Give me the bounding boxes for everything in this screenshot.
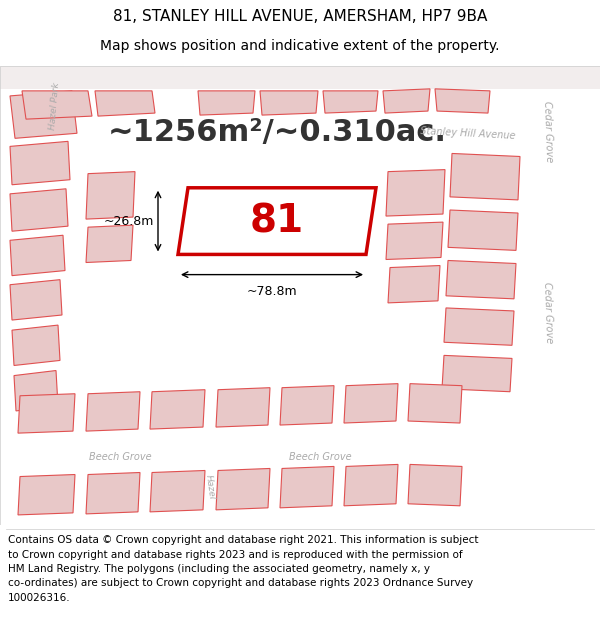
Polygon shape — [0, 66, 80, 126]
Polygon shape — [450, 154, 520, 200]
Polygon shape — [10, 91, 77, 138]
Text: co-ordinates) are subject to Crown copyright and database rights 2023 Ordnance S: co-ordinates) are subject to Crown copyr… — [8, 579, 473, 589]
Polygon shape — [370, 111, 600, 161]
Text: Map shows position and indicative extent of the property.: Map shows position and indicative extent… — [100, 39, 500, 53]
Polygon shape — [408, 384, 462, 423]
Text: 81: 81 — [250, 202, 304, 240]
Text: HM Land Registry. The polygons (including the associated geometry, namely x, y: HM Land Registry. The polygons (includin… — [8, 564, 430, 574]
Polygon shape — [150, 390, 205, 429]
Polygon shape — [10, 279, 62, 320]
Polygon shape — [216, 469, 270, 510]
Polygon shape — [0, 442, 600, 472]
Text: Hazel: Hazel — [204, 474, 216, 499]
Polygon shape — [344, 464, 398, 506]
Text: Contains OS data © Crown copyright and database right 2021. This information is : Contains OS data © Crown copyright and d… — [8, 535, 479, 545]
Polygon shape — [14, 371, 58, 411]
Polygon shape — [86, 472, 140, 514]
Text: Cedar Grove: Cedar Grove — [542, 101, 554, 162]
Polygon shape — [10, 235, 65, 276]
Polygon shape — [143, 66, 293, 525]
Polygon shape — [198, 91, 255, 115]
Text: Stanley Hill Avenue: Stanley Hill Avenue — [420, 126, 516, 141]
Text: 81, STANLEY HILL AVENUE, AMERSHAM, HP7 9BA: 81, STANLEY HILL AVENUE, AMERSHAM, HP7 9… — [113, 9, 487, 24]
Polygon shape — [216, 388, 270, 427]
Text: Beech Grove: Beech Grove — [289, 452, 352, 462]
Polygon shape — [86, 225, 133, 262]
Polygon shape — [150, 471, 205, 512]
Polygon shape — [280, 466, 334, 508]
Polygon shape — [86, 172, 135, 219]
Polygon shape — [280, 386, 334, 425]
Polygon shape — [525, 66, 572, 525]
Polygon shape — [435, 89, 490, 113]
Text: Cedar Grove: Cedar Grove — [542, 282, 554, 344]
Polygon shape — [386, 222, 443, 259]
Text: ~78.8m: ~78.8m — [247, 285, 298, 298]
Text: ~26.8m: ~26.8m — [104, 214, 154, 228]
Text: 100026316.: 100026316. — [8, 593, 71, 603]
Text: ~1256m²/~0.310ac.: ~1256m²/~0.310ac. — [107, 118, 446, 147]
Text: Hazel Park: Hazel Park — [49, 82, 62, 130]
Polygon shape — [12, 325, 60, 366]
Polygon shape — [446, 261, 516, 299]
Polygon shape — [95, 91, 155, 116]
Polygon shape — [0, 66, 600, 89]
Polygon shape — [442, 356, 512, 392]
Polygon shape — [344, 384, 398, 423]
Polygon shape — [260, 91, 318, 115]
Polygon shape — [386, 169, 445, 216]
Polygon shape — [388, 266, 440, 303]
Polygon shape — [18, 394, 75, 433]
Polygon shape — [323, 91, 378, 113]
Polygon shape — [10, 189, 68, 231]
Text: to Crown copyright and database rights 2023 and is reproduced with the permissio: to Crown copyright and database rights 2… — [8, 549, 463, 559]
Polygon shape — [22, 91, 92, 119]
Polygon shape — [448, 210, 518, 251]
Polygon shape — [18, 474, 75, 515]
Text: Beech Grove: Beech Grove — [89, 452, 151, 462]
Polygon shape — [444, 308, 514, 345]
Polygon shape — [408, 464, 462, 506]
Polygon shape — [86, 392, 140, 431]
Polygon shape — [383, 89, 430, 113]
Polygon shape — [10, 141, 70, 185]
